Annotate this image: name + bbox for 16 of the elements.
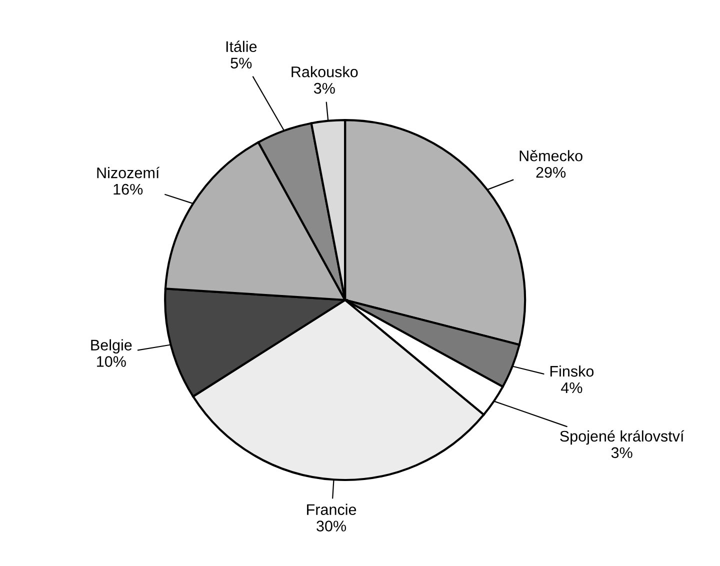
slice-label: Itálie: [226, 40, 257, 52]
data-label: 10%: [97, 356, 126, 367]
data-label: 3%: [314, 82, 335, 94]
slice-label: Francie: [307, 504, 356, 516]
data-label: 3%: [611, 447, 632, 458]
slice-label: Spojené království: [560, 430, 684, 445]
slice-label: Rakousko: [292, 66, 358, 78]
data-label: 4%: [561, 382, 582, 394]
data-label: 16%: [114, 184, 143, 195]
slice-label: Finsko: [550, 365, 594, 377]
slice-label: Belgie: [91, 339, 132, 354]
slice-label: Nizozemí: [97, 166, 160, 178]
data-label: 30%: [316, 520, 346, 532]
data-label: 5%: [230, 58, 252, 69]
data-label: 29%: [536, 166, 566, 178]
slice-label: Německo: [520, 150, 582, 162]
